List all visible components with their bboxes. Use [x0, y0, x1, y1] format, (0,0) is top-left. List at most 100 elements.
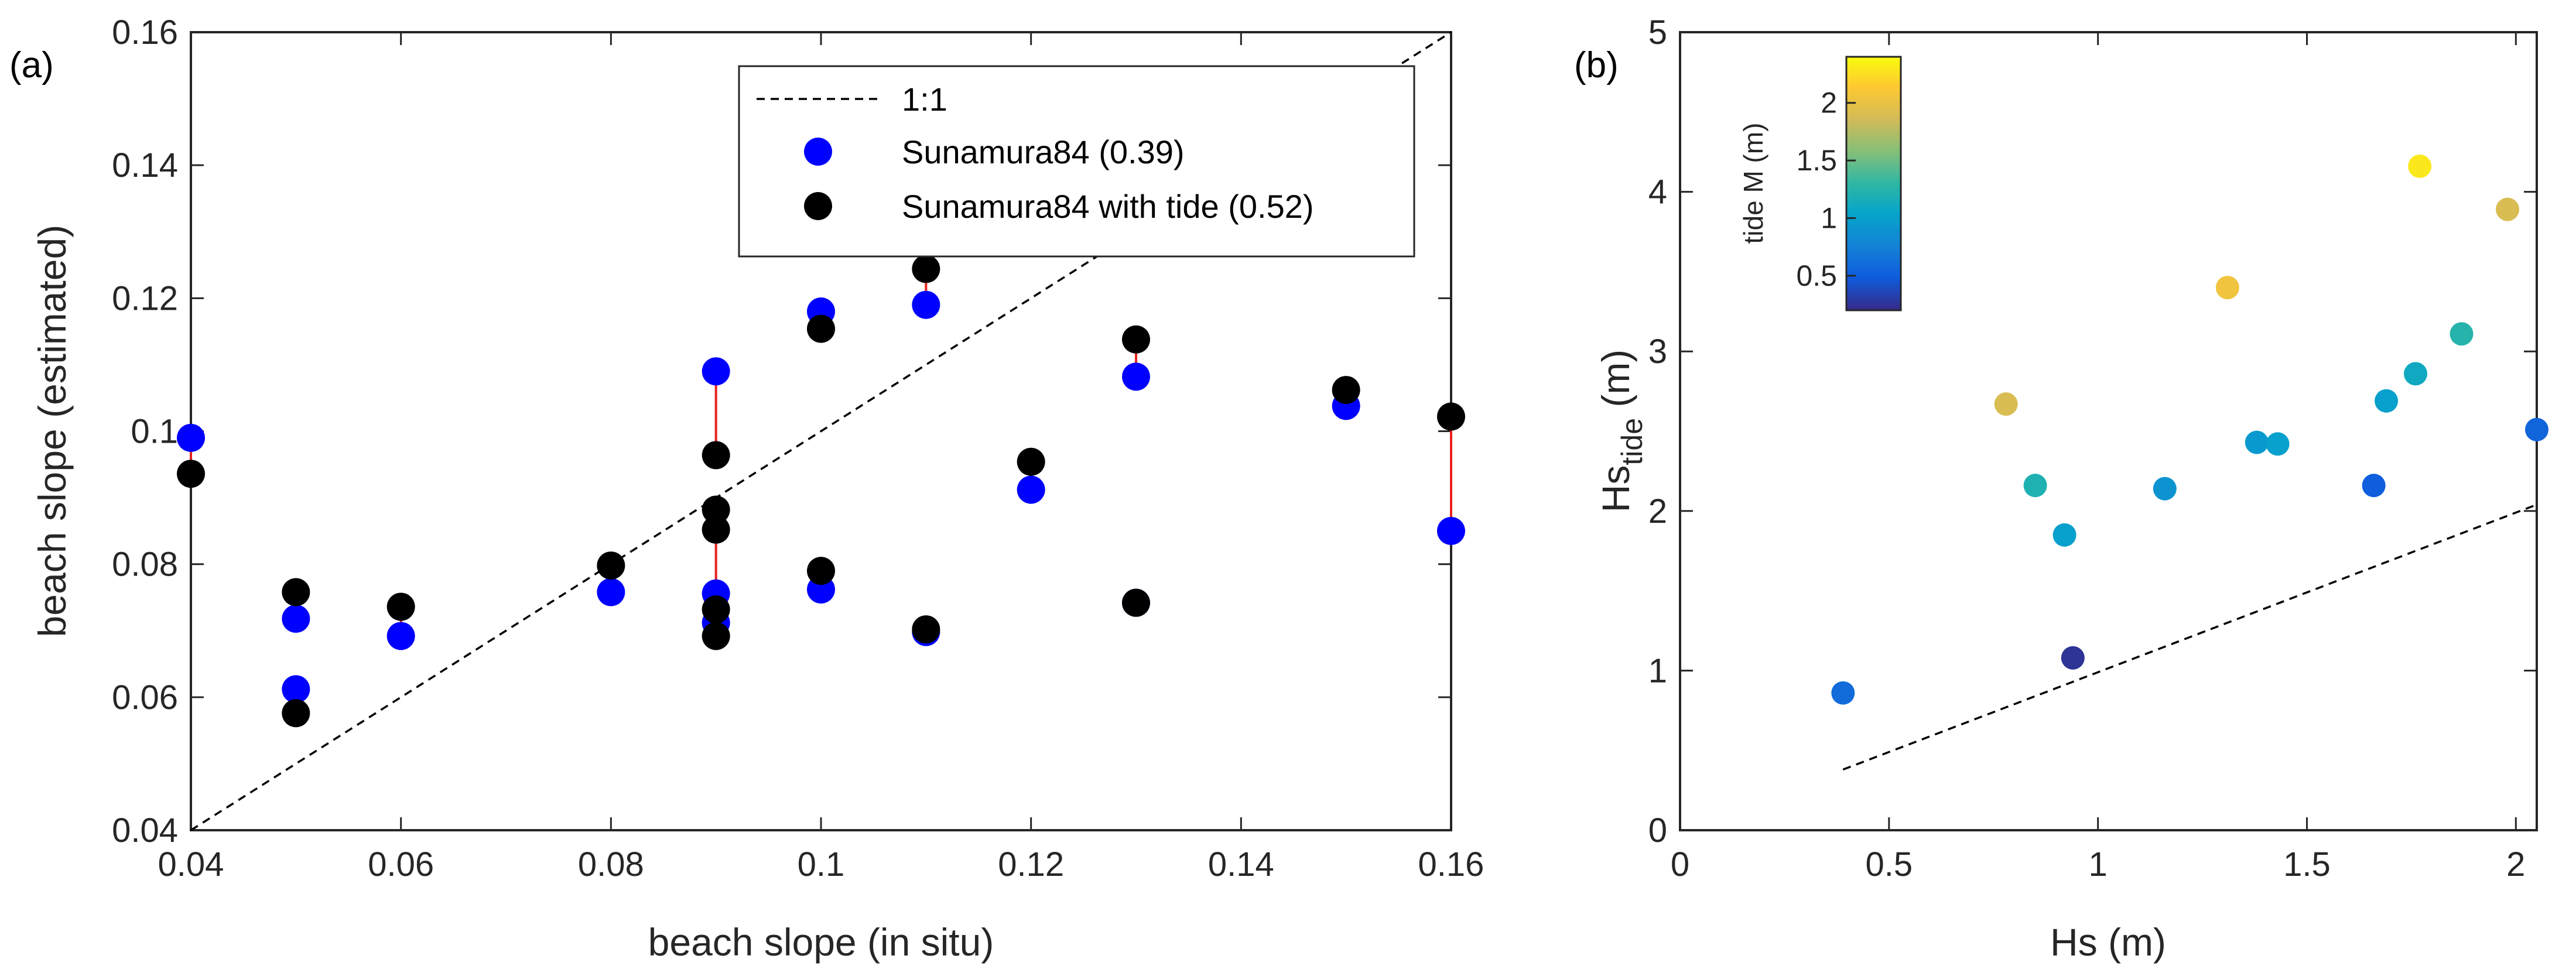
point-sunamura84-tide: [702, 515, 730, 544]
point-sunamura84-tide: [807, 314, 835, 343]
point-hs-tide: [2215, 276, 2239, 300]
point-sunamura84: [386, 622, 415, 650]
y-tick-label-a: 0.12: [112, 279, 178, 317]
x-tick-label-b: 0: [1671, 845, 1689, 883]
colorbar-label: tide M (m): [1738, 123, 1768, 244]
axes-b-frame: [1679, 31, 2538, 831]
legend-sunamura84-label: Sunamura84 (0.39): [902, 133, 1185, 170]
point-sunamura84-tide: [282, 699, 310, 728]
point-sunamura84: [912, 290, 940, 319]
x-tick-label-a: 0.06: [368, 845, 434, 883]
point-hs-tide: [2404, 362, 2428, 386]
y-tick-label-b: 0: [1648, 811, 1667, 850]
point-sunamura84-tide: [1437, 402, 1465, 431]
series-hs-tide: [1831, 154, 2548, 705]
point-sunamura84: [1122, 362, 1150, 391]
x-tick-label-b: 0.5: [1866, 845, 1913, 883]
x-tick-label-b: 1.5: [2283, 845, 2331, 883]
point-sunamura84-tide: [702, 495, 730, 524]
point-hs-tide: [1994, 392, 2018, 416]
colorbar-tick-label: 1.5: [1796, 144, 1837, 177]
colorbar-tick-label: 2: [1821, 87, 1837, 119]
point-sunamura84-tide: [702, 622, 730, 650]
x-tick-label-a: 0.08: [578, 845, 644, 883]
y-tick-label-a: 0.08: [112, 546, 178, 584]
point-sunamura84-tide: [386, 593, 415, 621]
x-tick-label-a: 0.12: [998, 845, 1064, 883]
point-hs-tide: [2362, 474, 2386, 498]
point-sunamura84-tide: [597, 551, 625, 580]
point-hs-tide: [2061, 646, 2085, 670]
y-tick-label-a: 0.16: [112, 13, 178, 52]
axes-a-ticks: 0.04 0.06 0.08 0.1 0.12 0.14 0.16 0.04 0.06 0.08 0…: [112, 13, 1484, 883]
point-sunamura84: [1437, 516, 1465, 545]
point-sunamura84-tide: [912, 255, 940, 283]
y-tick-label-a: 0.14: [112, 146, 178, 184]
colorbar-ticks: 0.5 1 1.5 2: [1796, 87, 1856, 292]
point-hs-tide: [2450, 322, 2474, 346]
panel-a-label: (a): [9, 45, 54, 85]
x-tick-label-a: 0.1: [798, 845, 845, 883]
point-sunamura84: [702, 357, 730, 386]
x-tick-label-b: 2: [2506, 845, 2525, 883]
point-sunamura84: [177, 423, 205, 452]
y-tick-label-a: 0.06: [112, 679, 178, 717]
legend-sunamura84-tide-marker: [804, 192, 832, 220]
point-hs-tide: [2375, 389, 2399, 413]
y-tick-label-b: 3: [1648, 333, 1667, 371]
point-sunamura84-tide: [282, 578, 310, 607]
point-sunamura84-tide: [912, 615, 940, 643]
y-tick-label-b: 4: [1648, 173, 1667, 211]
point-hs-tide: [1831, 681, 1855, 705]
point-sunamura84: [1017, 475, 1045, 504]
panel-a: (a) 0.04 0.06 0.08 0.1 0.12 0.14 0.160.040.060…: [9, 13, 1484, 964]
legend-sunamura84-marker: [804, 138, 832, 166]
colorbar-gradient: [1845, 56, 1902, 311]
legend-one-to-one-label: 1:1: [902, 81, 947, 118]
x-axis-label-b: Hs (m): [2050, 920, 2166, 964]
y-label-b-main: Hs: [1594, 465, 1637, 513]
point-hs-tide: [2153, 477, 2177, 501]
point-sunamura84-tide: [1122, 325, 1150, 354]
point-hs-tide: [2245, 430, 2269, 454]
point-hs-tide: [2023, 474, 2047, 498]
legend-sunamura84-tide-label: Sunamura84 with tide (0.52): [902, 188, 1314, 225]
point-sunamura84: [597, 578, 625, 607]
y-tick-label-b: 1: [1648, 652, 1667, 690]
reference-line: [1842, 504, 2537, 771]
legend-box: [738, 65, 1415, 258]
x-tick-label-a: 0.16: [1418, 845, 1484, 883]
colorbar-tick-label: 0.5: [1796, 259, 1837, 292]
panel-b-label: (b): [1574, 45, 1619, 85]
colorbar: 0.5 1 1.5 2 tide M (m): [1738, 56, 1902, 311]
y-axis-label-b: Hstide (m): [1594, 350, 1648, 513]
x-axis-label-a: beach slope (in situ): [648, 920, 994, 964]
y-tick-label-b: 5: [1648, 13, 1667, 52]
colorbar-tick-label: 1: [1821, 202, 1837, 235]
x-tick-label-a: 0.04: [158, 845, 224, 883]
panel-b: (b) 0 0.5 1 1.5 2 0 1 2 3 4 5 Hs (m) Hstide (m) 0.…: [1574, 13, 2548, 964]
y-tick-label-a: 0.1: [131, 413, 178, 451]
point-sunamura84-tide: [702, 441, 730, 470]
point-sunamura84: [282, 604, 310, 633]
point-hs-tide: [2496, 197, 2520, 221]
y-label-b-unit: (m): [1594, 350, 1637, 418]
point-hs-tide: [2052, 523, 2076, 547]
x-tick-label-a: 0.14: [1208, 845, 1274, 883]
point-sunamura84-tide: [807, 557, 835, 585]
y-tick-label-b: 2: [1648, 492, 1667, 530]
legend: 1:1 Sunamura84 (0.39) Sunamura84 with ti…: [738, 65, 1415, 258]
point-sunamura84: [282, 675, 310, 704]
series-sunamura84-tide: [177, 255, 1465, 728]
point-hs-tide: [2525, 417, 2548, 441]
point-sunamura84-tide: [177, 460, 205, 488]
point-hs-tide: [2266, 432, 2290, 456]
point-sunamura84-tide: [1017, 447, 1045, 476]
point-sunamura84-tide: [1122, 588, 1150, 617]
x-tick-label-b: 1: [2089, 845, 2108, 883]
y-tick-label-a: 0.04: [112, 811, 178, 850]
point-sunamura84-tide: [702, 595, 730, 624]
axes-b-ticks: 0 0.5 1 1.5 2 0 1 2 3 4 5: [1648, 13, 2537, 883]
point-sunamura84-tide: [1332, 376, 1360, 405]
